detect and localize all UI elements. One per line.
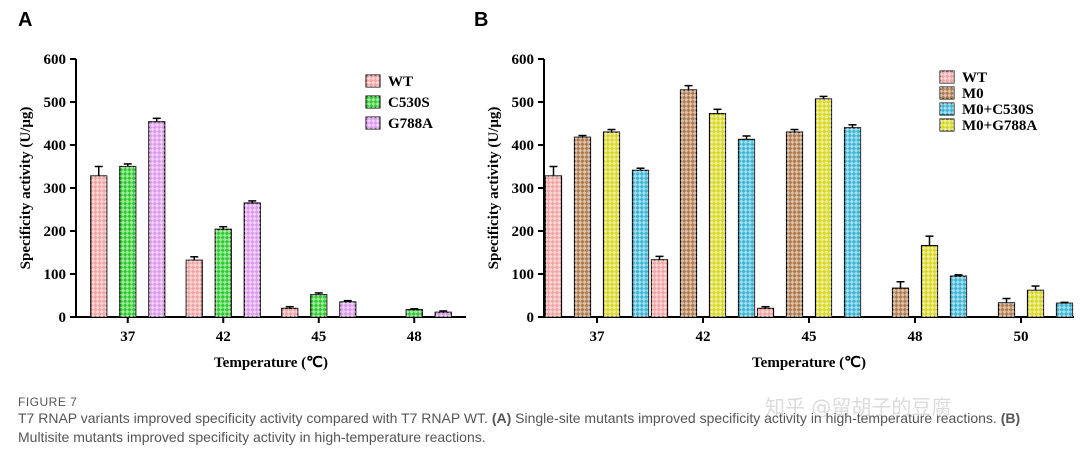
caption-a-label: (A) [491,410,512,426]
x-tick-label: 50 [1014,329,1029,345]
y-tick-label: 200 [512,224,535,240]
bar-pattern [1027,290,1044,317]
x-axis-label: Temperature (℃) [214,355,328,371]
y-tick-label: 200 [44,224,67,240]
caption-b-text: Multisite mutants improved specificity a… [18,429,486,445]
x-tick-label: 42 [696,329,711,345]
bar-pattern [844,127,861,317]
y-axis-label: Specificity activity (U/μg) [18,107,34,270]
y-axis-label: Specificity activity (U/μg) [486,107,502,270]
caption-text: T7 RNAP variants improved specificity ac… [18,409,1068,447]
legend-swatch-pattern [366,117,380,129]
bar-pattern [680,89,697,318]
y-tick-label: 300 [512,181,535,197]
figure-label: FIGURE 7 [18,395,78,409]
bar-pattern [815,98,832,318]
bar-pattern [244,203,261,317]
caption-intro: T7 RNAP variants improved specificity ac… [18,410,492,426]
bar-pattern [651,259,668,317]
plot-area-b: 0 100 200 300 400 500 600 Specificity activity … [486,52,1074,371]
y-tick-label: 500 [44,95,67,111]
y-tick-label: 100 [44,267,67,283]
y-tick-label: 600 [512,52,535,68]
chart-panel-b: B 0 100 200 300 400 500 600 Specificity activit… [474,9,1074,371]
legend-label: G788A [388,116,433,132]
plot-area-a: 0 100 200 300 400 500 600 Specificity activity … [18,52,466,371]
legend-swatch-pattern [940,103,954,115]
bar-pattern [709,113,726,317]
bar-pattern [950,276,967,317]
bar-pattern [574,137,591,317]
y-tick-label: 300 [44,181,67,197]
y-tick-label: 500 [512,95,535,111]
x-tick-label: 42 [216,329,231,345]
bar-pattern [186,260,203,317]
legend-swatch-pattern [366,96,380,108]
bar-pattern [148,121,165,317]
bar-pattern [1056,303,1073,317]
legend-label: C530S [388,95,430,111]
bar-pattern [310,294,327,317]
x-tick-label: 37 [590,329,606,345]
figure-caption: FIGURE 7 T7 RNAP variants improved speci… [18,395,1068,447]
x-axis-label: Temperature (℃) [752,355,866,371]
y-tick-label: 0 [527,310,535,326]
y-tick-label: 400 [512,138,535,154]
bar-pattern [921,245,938,317]
bar-pattern [281,308,298,317]
y-tick-label: 0 [59,310,67,326]
y-tick-label: 100 [512,267,535,283]
watermark-text: 知乎 @留胡子的豆腐 [765,395,952,419]
panel-letter-b: B [474,9,488,31]
bar-pattern [339,301,356,317]
bar-pattern [545,175,562,317]
legend-swatch-pattern [940,119,954,131]
legend-label: WT [388,74,413,90]
bar-pattern [215,229,232,317]
bar-pattern [119,166,136,317]
bar-pattern [786,132,803,317]
bar-pattern [632,170,649,317]
bar-pattern [406,309,423,317]
legend-label: M0+C530S [962,102,1034,118]
panel-letter-a: A [18,9,32,31]
bar-pattern [892,288,909,317]
x-tick-label: 48 [407,329,422,345]
bar-pattern [90,175,107,317]
bar-pattern [603,132,620,317]
legend-label: M0+G788A [962,118,1037,134]
bar-pattern [757,308,774,317]
x-tick-label: 45 [802,329,817,345]
legend-label: M0 [962,86,984,102]
legend-label: WT [962,70,987,86]
chart-panel-a: A 0 100 200 300 400 500 600 Specificity activit… [18,9,466,371]
bar-pattern [998,302,1015,317]
x-tick-label: 45 [311,329,326,345]
caption-b-label: (B) [1000,410,1021,426]
y-tick-label: 600 [44,52,67,68]
caption-a-text: Single-site mutants improved specificity… [511,410,1001,426]
legend-swatch-pattern [940,71,954,83]
x-tick-label: 48 [908,329,923,345]
x-tick-label: 37 [120,329,136,345]
bar-pattern [435,312,452,317]
legend-swatch-pattern [940,87,954,99]
legend-swatch-pattern [366,75,380,87]
y-tick-label: 400 [44,138,67,154]
bar-pattern [738,139,755,317]
